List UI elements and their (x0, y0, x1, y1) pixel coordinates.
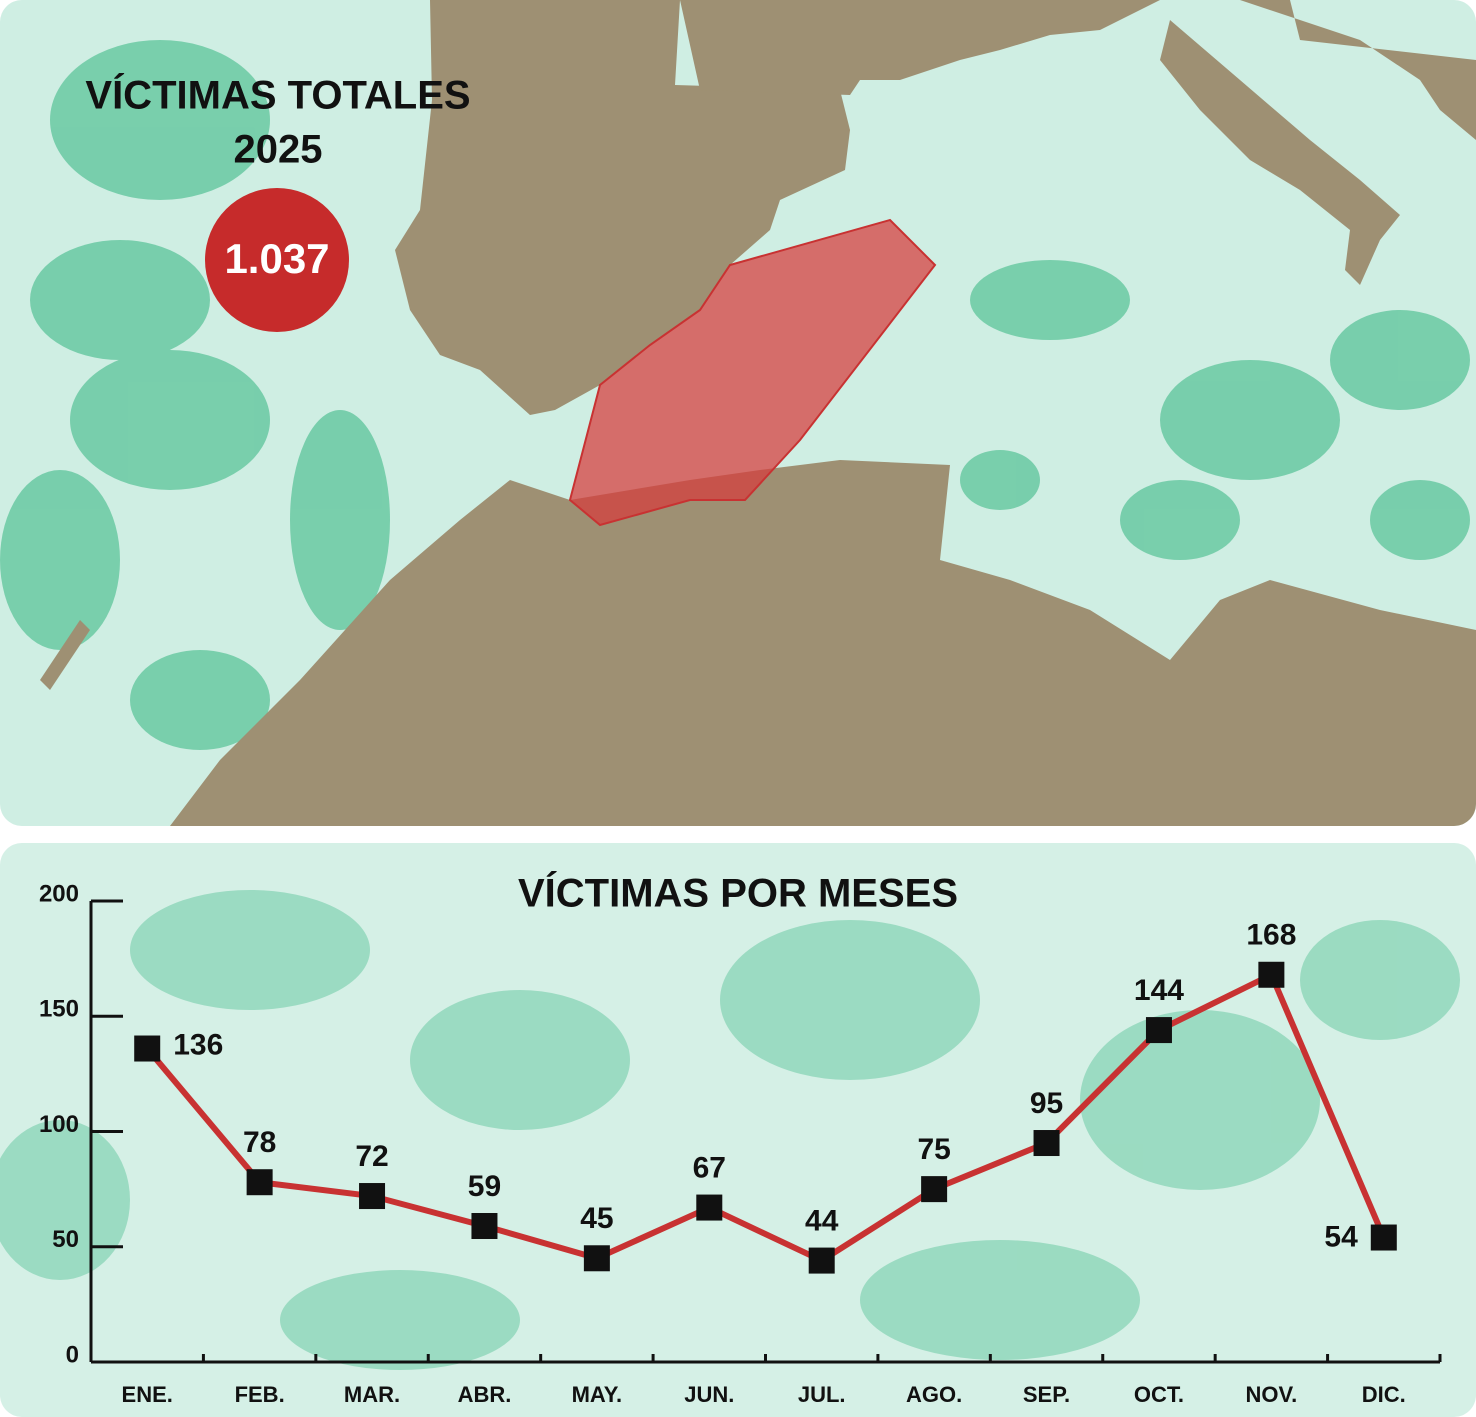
marker (359, 1183, 386, 1210)
value-label: 144 (1134, 974, 1184, 1007)
marker (1033, 1130, 1060, 1157)
y-tick-label: 100 (39, 1111, 79, 1138)
map-year: 2025 (234, 128, 323, 172)
value-label: 136 (173, 1028, 223, 1061)
x-tick-label: OCT. (1134, 1382, 1184, 1407)
value-label: 59 (468, 1170, 501, 1203)
x-tick-label: JUL. (798, 1382, 846, 1407)
x-tick-label: NOV. (1245, 1382, 1297, 1407)
x-tick-label: ABR. (458, 1382, 512, 1407)
value-label: 75 (917, 1133, 950, 1166)
value-label: 45 (580, 1202, 613, 1235)
x-tick-label: MAR. (344, 1382, 400, 1407)
chart: VÍCTIMAS POR MESES 0 50 100 150 200 ENE. FEB. MA… (39, 871, 1442, 1407)
x-tick-label: JUN. (684, 1382, 734, 1407)
marker (808, 1247, 835, 1274)
map: VÍCTIMAS TOTALES 2025 1.037 (0, 0, 1476, 826)
value-label: 44 (805, 1205, 839, 1238)
total-value: 1.037 (224, 235, 329, 282)
marker (1258, 961, 1285, 988)
value-label: 67 (693, 1151, 726, 1184)
value-label: 54 (1324, 1220, 1358, 1253)
value-label: 95 (1030, 1087, 1063, 1120)
y-tick-label: 50 (52, 1226, 79, 1253)
chart-background (0, 843, 1476, 1417)
value-label: 78 (243, 1126, 276, 1159)
marker (1145, 1017, 1172, 1044)
x-tick-label: SEP. (1023, 1382, 1070, 1407)
x-tick-label: ENE. (122, 1382, 173, 1407)
y-tick-label: 0 (66, 1341, 79, 1368)
value-label: 72 (355, 1140, 388, 1173)
line (144, 971, 1387, 1264)
y-tick-label: 200 (39, 880, 79, 907)
x-tick-label: FEB. (235, 1382, 285, 1407)
marker (696, 1194, 723, 1221)
chart-title: VÍCTIMAS POR MESES (518, 871, 958, 916)
marker (471, 1213, 498, 1240)
marker (1370, 1224, 1397, 1251)
marker (134, 1035, 161, 1062)
value-label: 168 (1246, 919, 1296, 952)
marker (583, 1245, 610, 1272)
marker (921, 1176, 948, 1203)
y-tick-label: 150 (39, 996, 79, 1023)
x-tick-label: AGO. (906, 1382, 962, 1407)
total-badge (205, 188, 349, 332)
x-tick-label: DIC. (1362, 1382, 1406, 1407)
map-title: VÍCTIMAS TOTALES (85, 73, 470, 118)
marker (246, 1169, 273, 1196)
x-tick-label: MAY. (572, 1382, 623, 1407)
